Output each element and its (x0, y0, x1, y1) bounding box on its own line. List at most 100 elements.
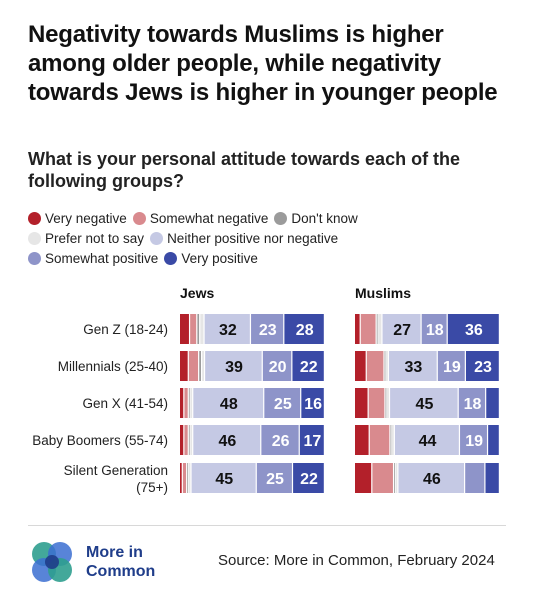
bar-segment (191, 463, 256, 493)
bar-segment (188, 351, 199, 381)
data-label: 19 (465, 433, 483, 450)
legend-item-somewhat-positive: Somewhat positive (28, 251, 158, 266)
data-label: 16 (304, 396, 322, 413)
legend-label: Somewhat positive (45, 250, 159, 266)
more-in-common-logo-icon (32, 542, 72, 582)
bar-segment (376, 314, 378, 344)
data-label: 39 (225, 359, 243, 376)
bar-segment (188, 425, 190, 455)
bar-segment (199, 351, 201, 381)
legend-label: Very positive (181, 250, 258, 266)
legend-swatch (28, 211, 41, 225)
chart-title: Negativity towards Muslims is higher amo… (28, 21, 498, 106)
legend-row-2: Prefer not to say Neither positive nor n… (28, 228, 508, 248)
bar-segment (261, 425, 299, 455)
bar-segment (193, 388, 264, 418)
data-label: 22 (300, 471, 318, 488)
category-label: Baby Boomers (55-74) (32, 433, 168, 448)
data-label: 44 (419, 433, 437, 450)
source-note: Source: More in Common, February 2024 (218, 552, 495, 569)
legend-item-dont-know: Don't know (274, 211, 358, 226)
bar-segment (292, 351, 324, 381)
category-label: Gen X (41-54) (82, 396, 168, 411)
bar-segment (197, 314, 200, 344)
legend-swatch (274, 211, 288, 225)
bar-segment (188, 388, 190, 418)
bar-segment (372, 463, 393, 493)
data-label: 27 (393, 322, 411, 339)
bar-segment (202, 351, 204, 381)
bar-segment (465, 463, 485, 493)
legend-row-3: Somewhat positive Very positive (28, 248, 508, 268)
legend-label: Somewhat negative (149, 210, 269, 226)
data-label: 45 (416, 396, 434, 413)
legend-swatch (28, 251, 41, 265)
bar-segment (382, 314, 421, 344)
data-label: 33 (405, 359, 423, 376)
data-label: 46 (218, 433, 236, 450)
bar-segment (389, 351, 437, 381)
data-label: 19 (443, 359, 461, 376)
bar-segment (180, 388, 184, 418)
data-label: 25 (274, 396, 292, 413)
bar-segment (180, 351, 188, 381)
bar-segment (458, 388, 486, 418)
bar-segment (355, 314, 360, 344)
logo-text-line-2: Common (86, 563, 156, 580)
legend: Very negative Somewhat negative Don't kn… (28, 208, 508, 268)
legend-item-neither: Neither positive nor negative (150, 231, 338, 246)
bar-segment (355, 351, 366, 381)
panel-title: Muslims (355, 285, 411, 301)
bar-segment (421, 314, 447, 344)
bar-segment (486, 388, 499, 418)
bar-segment (394, 425, 459, 455)
legend-swatch (150, 231, 164, 245)
legend-item-very-negative: Very negative (28, 211, 127, 226)
legend-label: Prefer not to say (45, 230, 145, 246)
bar-segment (190, 388, 193, 418)
legend-row-1: Very negative Somewhat negative Don't kn… (28, 208, 508, 228)
bar-segment (293, 463, 324, 493)
data-label: 45 (215, 471, 233, 488)
bar-segment (394, 463, 395, 493)
logo-text-line-1: More in (86, 544, 143, 561)
category-label: Gen Z (18-24) (83, 322, 168, 337)
panel-title: Jews (180, 285, 214, 301)
logo-wordmark: More in Common (86, 543, 155, 581)
data-label: 26 (272, 433, 290, 450)
bar-segment (301, 388, 324, 418)
legend-swatch (28, 231, 41, 245)
legend-item-very-positive: Very positive (164, 251, 258, 266)
category-label: Millennials (25-40) (58, 359, 168, 374)
bar-segment (447, 314, 499, 344)
bar-segment (180, 314, 189, 344)
chart-subtitle: What is your personal attitude towards e… (28, 149, 461, 191)
bar-segment (369, 425, 390, 455)
bar-segment (299, 425, 324, 455)
bar-segment (180, 463, 182, 493)
bar-segment (366, 351, 384, 381)
legend-item-somewhat-negative: Somewhat negative (132, 210, 269, 226)
bar-segment (188, 463, 191, 493)
bar-segment (384, 351, 386, 381)
data-label: 23 (474, 359, 492, 376)
bar-segment (390, 425, 392, 455)
bar-segment (385, 388, 387, 418)
bar-segment (355, 425, 369, 455)
data-label: 25 (266, 471, 284, 488)
bar-segment (264, 388, 301, 418)
legend-label: Very negative (45, 210, 127, 226)
bar-segment (485, 463, 499, 493)
bar-segment (190, 314, 197, 344)
data-label: 28 (296, 322, 314, 339)
bar-segment (386, 351, 388, 381)
bar-segment (387, 388, 389, 418)
category-label: (75+) (136, 480, 168, 495)
bar-segment (193, 425, 261, 455)
bar-segment (360, 314, 376, 344)
data-label: 22 (300, 359, 318, 376)
bar-segment (437, 351, 465, 381)
bar-segment (184, 388, 188, 418)
data-label: 18 (464, 396, 482, 413)
legend-swatch (164, 251, 178, 265)
